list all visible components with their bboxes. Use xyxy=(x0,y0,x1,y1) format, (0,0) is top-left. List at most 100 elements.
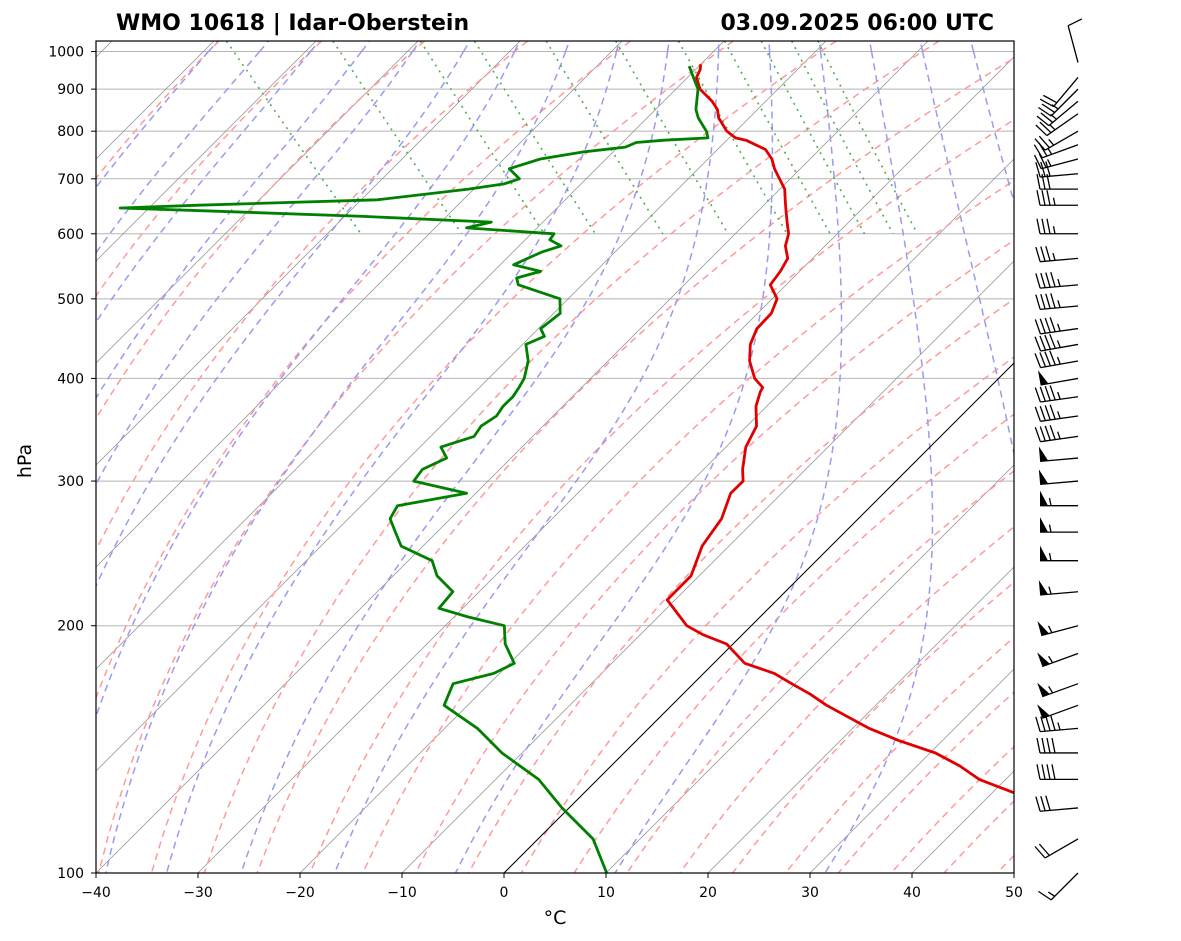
y-tick-label: 600 xyxy=(57,227,84,243)
moist-adiabat-line xyxy=(666,41,670,52)
dry-adiabat-line xyxy=(679,525,1014,873)
moist-adiabat-line xyxy=(564,41,571,52)
x-tick-label: 30 xyxy=(801,885,819,901)
wind-barb xyxy=(1038,469,1079,486)
wind-barb xyxy=(1036,100,1079,127)
moist-adiabat-line xyxy=(768,41,771,52)
wind-barb xyxy=(1037,652,1079,668)
wind-barb xyxy=(1035,271,1079,289)
wind-barb xyxy=(1035,293,1079,310)
x-tick-label: 40 xyxy=(903,885,921,901)
y-tick-label: 100 xyxy=(57,866,84,882)
wind-barb xyxy=(1035,795,1079,812)
x-tick-label: 10 xyxy=(597,885,615,901)
zero-degree-isotherm xyxy=(503,362,1014,873)
dry-adiabat-line xyxy=(150,41,837,873)
wind-barb xyxy=(1038,446,1079,463)
x-tick-label: 0 xyxy=(500,885,509,901)
moist-adiabat-line xyxy=(970,41,975,52)
moist-adiabat-line xyxy=(462,41,471,52)
isotherm-line xyxy=(96,41,827,772)
wind-barb xyxy=(1036,737,1078,754)
wind-barb xyxy=(1037,682,1079,698)
wind-barb xyxy=(1040,517,1078,533)
wind-barb xyxy=(1034,333,1079,352)
moist-adiabat-line xyxy=(96,51,465,588)
moist-adiabat-line xyxy=(105,51,567,873)
wind-barb xyxy=(1034,350,1079,369)
moist-adiabat-line xyxy=(513,41,521,52)
wind-barb xyxy=(1038,580,1079,596)
moist-adiabat-line xyxy=(96,51,363,400)
mixing-ratio-line xyxy=(615,41,729,235)
mixing-ratio-line xyxy=(760,41,866,235)
dry-adiabat-line xyxy=(203,41,940,873)
dry-adiabat-line xyxy=(309,118,1014,873)
moist-adiabat-line xyxy=(96,51,312,324)
y-tick-label: 500 xyxy=(57,292,84,308)
isotherm-line xyxy=(401,260,1014,873)
dry-adiabat-line xyxy=(362,179,1014,873)
x-tick-label: 50 xyxy=(1005,885,1023,901)
y-tick-label: 900 xyxy=(57,82,84,98)
moist-adiabat-line xyxy=(818,41,822,52)
moist-adiabat-line xyxy=(921,51,1014,458)
wind-barb xyxy=(1035,715,1079,733)
axis-ticks: −40 −30 −20 −10 0 10 20 30 40 50 1000 900 800 700 600 5… xyxy=(48,45,1023,901)
background-lines xyxy=(96,41,1014,873)
dry-adiabat-line xyxy=(97,41,734,873)
moist-adiabat-line xyxy=(717,41,720,52)
wind-barb xyxy=(1035,113,1079,137)
dry-adiabat-line xyxy=(256,57,1014,873)
dry-adiabat-line xyxy=(96,41,426,420)
chart-title-datetime: 03.09.2025 06:00 UTC xyxy=(720,11,994,36)
dewpoint-profile-line xyxy=(118,65,710,873)
wind-barb xyxy=(1036,190,1078,206)
moist-adiabat-line xyxy=(615,41,620,52)
wind-barb xyxy=(1036,174,1078,190)
y-tick-label: 1000 xyxy=(48,45,84,61)
moist-adiabat-line xyxy=(868,41,873,52)
dry-adiabat-line xyxy=(96,41,323,298)
wind-barb xyxy=(1040,490,1078,507)
plot-area xyxy=(96,41,1014,873)
wind-barbs xyxy=(1033,18,1083,901)
moist-adiabat-line xyxy=(96,51,210,189)
mixing-ratio-line xyxy=(545,41,664,235)
wind-barb xyxy=(1035,161,1079,178)
x-axis-label: °C xyxy=(544,907,567,929)
moist-adiabat-line xyxy=(96,51,261,254)
dry-adiabat-line xyxy=(96,41,631,700)
isotherm-line xyxy=(96,41,623,568)
y-axis-label: hPa xyxy=(14,444,36,478)
dry-adiabat-line xyxy=(626,470,1014,873)
wind-barb xyxy=(1039,77,1079,108)
isotherm-line xyxy=(809,668,1014,873)
mixing-ratio-line xyxy=(723,41,831,235)
y-tick-label: 200 xyxy=(57,619,84,635)
wind-barb xyxy=(1038,88,1079,117)
temperature-profile-line xyxy=(665,64,1014,795)
x-tick-label: −20 xyxy=(285,885,315,901)
wind-barb xyxy=(1040,545,1078,562)
dry-adiabat-line xyxy=(520,356,1014,873)
isotherm-line xyxy=(96,41,317,262)
isotherm-line xyxy=(605,464,1014,873)
wind-barb xyxy=(1034,317,1079,335)
isotherm-line xyxy=(707,566,1014,873)
wind-barb xyxy=(1037,621,1079,637)
dry-adiabat-line xyxy=(96,41,529,552)
x-tick-label: −10 xyxy=(387,885,417,901)
isotherm-line xyxy=(96,41,725,670)
wind-barb xyxy=(1037,704,1079,719)
moist-adiabat-line xyxy=(334,51,720,873)
y-tick-label: 400 xyxy=(57,371,84,387)
isotherm-line xyxy=(96,41,929,873)
isotherm-line xyxy=(197,56,1014,873)
y-tick-label: 700 xyxy=(57,172,84,188)
mixing-ratio-line xyxy=(790,41,894,235)
wind-barb xyxy=(1036,764,1078,781)
x-tick-label: −30 xyxy=(183,885,213,901)
